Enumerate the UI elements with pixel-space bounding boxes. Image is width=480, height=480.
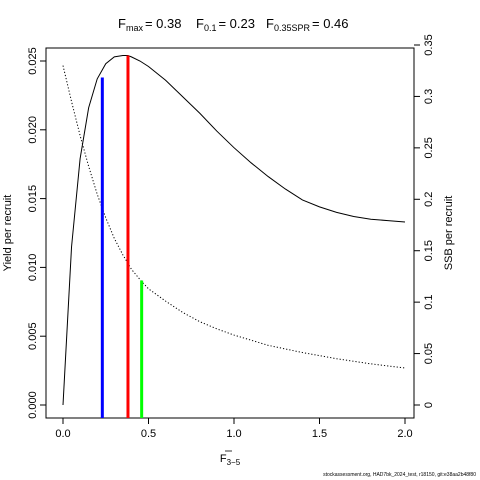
y-right-tick-label-3: 0.15 (423, 240, 435, 261)
x-axis-title: F3−5 (220, 453, 241, 467)
y-axis-right: 0 0.05 0.1 0.15 0.2 0.25 0.3 0.35 (414, 34, 435, 408)
y-right-tick-label-1: 0.05 (423, 343, 435, 364)
y-left-tick-label-4: 0.020 (27, 116, 39, 144)
y-left-tick-label-3: 0.015 (27, 185, 39, 213)
y-left-tick-label-1: 0.005 (27, 322, 39, 350)
series-layer (62, 55, 406, 406)
y-left-tick-label-2: 0.010 (27, 254, 39, 282)
series-line-0 (62, 55, 406, 406)
y-right-tick-label-0: 0 (423, 402, 435, 408)
title-f01: F0.1 = 0.23 (196, 16, 255, 33)
x-tick-label-3: 1.5 (312, 428, 327, 440)
x-tick-label-0: 0.0 (55, 428, 70, 440)
footer-source: stockassessment.org, HAD7bk_2024_test, r… (323, 472, 476, 478)
y-right-tick-label-6: 0.3 (423, 89, 435, 104)
y-right-tick-label-5: 0.25 (423, 137, 435, 158)
x-tick-label-4: 2.0 (397, 428, 412, 440)
y-axis-left: 0.000 0.005 0.010 0.015 0.020 0.025 (27, 47, 46, 419)
x-tick-label-2: 1.0 (226, 428, 241, 440)
y-left-tick-label-5: 0.025 (27, 47, 39, 75)
reference-lines (100, 55, 144, 418)
x-tick-label-1: 0.5 (141, 428, 156, 440)
y-right-tick-label-2: 0.1 (423, 294, 435, 309)
y-left-tick-label-0: 0.000 (27, 391, 39, 419)
x-axis: 0.0 0.5 1.0 1.5 2.0 (55, 418, 413, 440)
title-fspr: F0.35SPR = 0.46 (266, 16, 349, 33)
chart-title: Fmax = 0.38 F0.1 = 0.23 F0.35SPR = 0.46 (118, 16, 349, 33)
plot-frame (45, 47, 415, 419)
y-right-tick-label-7: 0.35 (423, 34, 435, 55)
y-axis-right-title: SSB per recruit (443, 196, 455, 271)
y-right-tick-label-4: 0.2 (423, 192, 435, 207)
title-fmax: Fmax = 0.38 (118, 16, 181, 33)
y-axis-left-title: Yield per recruit (2, 195, 14, 272)
